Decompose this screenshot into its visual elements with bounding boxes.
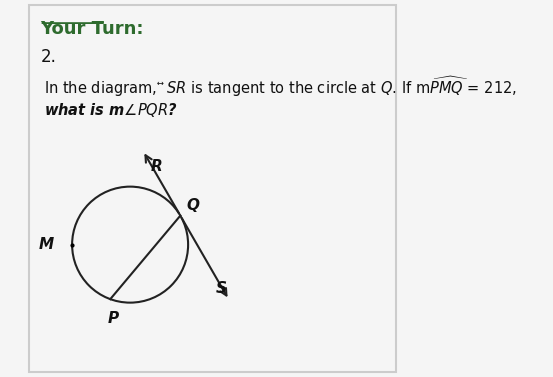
Text: S: S <box>216 281 227 296</box>
Text: Q: Q <box>187 198 200 213</box>
Text: P: P <box>107 311 118 326</box>
Text: R: R <box>151 159 163 174</box>
Text: 2.: 2. <box>40 48 56 66</box>
FancyBboxPatch shape <box>29 5 396 372</box>
Text: Your Turn:: Your Turn: <box>40 20 144 38</box>
Text: M: M <box>39 237 54 252</box>
Text: what is m$\angle PQR$?: what is m$\angle PQR$? <box>44 101 178 118</box>
Text: In the diagram, $\overleftrightarrow{SR}$ is tangent to the circle at $Q$. If m$: In the diagram, $\overleftrightarrow{SR}… <box>44 74 517 99</box>
